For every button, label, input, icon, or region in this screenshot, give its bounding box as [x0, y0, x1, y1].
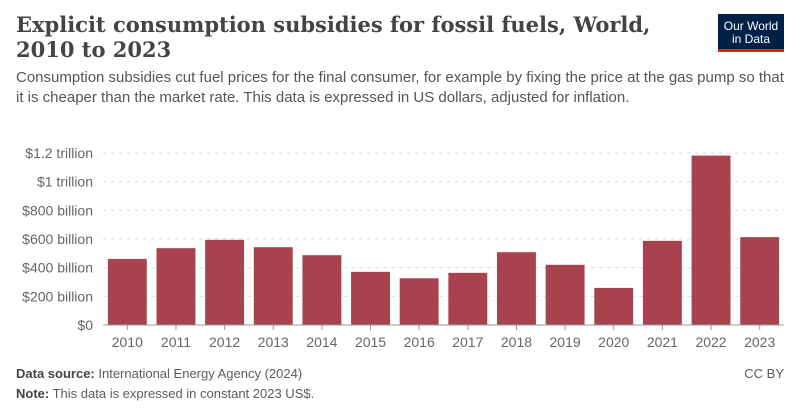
y-tick-label: $200 billion — [22, 288, 93, 304]
x-tick-label: 2019 — [550, 334, 581, 350]
bar-2019 — [545, 264, 585, 325]
x-tick-label: 2013 — [258, 334, 289, 350]
bar-2022 — [691, 155, 731, 325]
x-tick-label: 2015 — [355, 334, 386, 350]
data-source: Data source: International Energy Agency… — [16, 366, 302, 381]
bar-2015 — [351, 271, 390, 325]
bar-2016 — [399, 278, 439, 325]
bar-2020 — [594, 287, 634, 325]
x-tick-label: 2010 — [112, 334, 143, 350]
source-text[interactable]: International Energy Agency (2024) — [98, 366, 303, 381]
x-tick-label: 2020 — [598, 334, 629, 350]
x-tick-label: 2018 — [501, 334, 532, 350]
source-label: Data source: — [16, 366, 95, 381]
x-tick-label: 2023 — [744, 334, 775, 350]
bar-2011 — [156, 248, 196, 325]
y-tick-label: $400 billion — [22, 260, 93, 276]
bar-2017 — [448, 272, 488, 325]
bar-2018 — [497, 252, 536, 325]
y-tick-label: $1.2 trillion — [25, 145, 93, 161]
x-tick-label: 2012 — [209, 334, 240, 350]
bar-2010 — [107, 258, 147, 325]
y-tick-label: $1 trillion — [37, 174, 93, 190]
bar-2012 — [205, 239, 245, 325]
note-label: Note: — [16, 386, 50, 401]
x-tick-label: 2017 — [452, 334, 483, 350]
license[interactable]: CC BY — [744, 366, 784, 381]
x-tick-label: 2022 — [695, 334, 726, 350]
x-tick-label: 2016 — [404, 334, 435, 350]
x-tick-label: 2011 — [161, 334, 191, 350]
x-tick-label: 2014 — [306, 334, 337, 350]
owid-logo[interactable]: Our World in Data — [718, 14, 784, 52]
bar-2014 — [302, 255, 342, 325]
y-tick-label: $0 — [77, 317, 93, 333]
chart-title: Explicit consumption subsidies for fossi… — [16, 12, 651, 62]
y-tick-label: $600 billion — [22, 231, 93, 247]
y-tick-label: $800 billion — [22, 202, 93, 218]
x-tick-label: 2021 — [647, 334, 678, 350]
bar-2021 — [642, 240, 682, 325]
bar-2023 — [740, 237, 780, 325]
note: Note: This data is expressed in constant… — [16, 386, 314, 401]
chart-subtitle: Consumption subsidies cut fuel prices fo… — [16, 69, 784, 106]
bar-2013 — [253, 247, 293, 325]
note-text: This data is expressed in constant 2023 … — [52, 386, 315, 401]
